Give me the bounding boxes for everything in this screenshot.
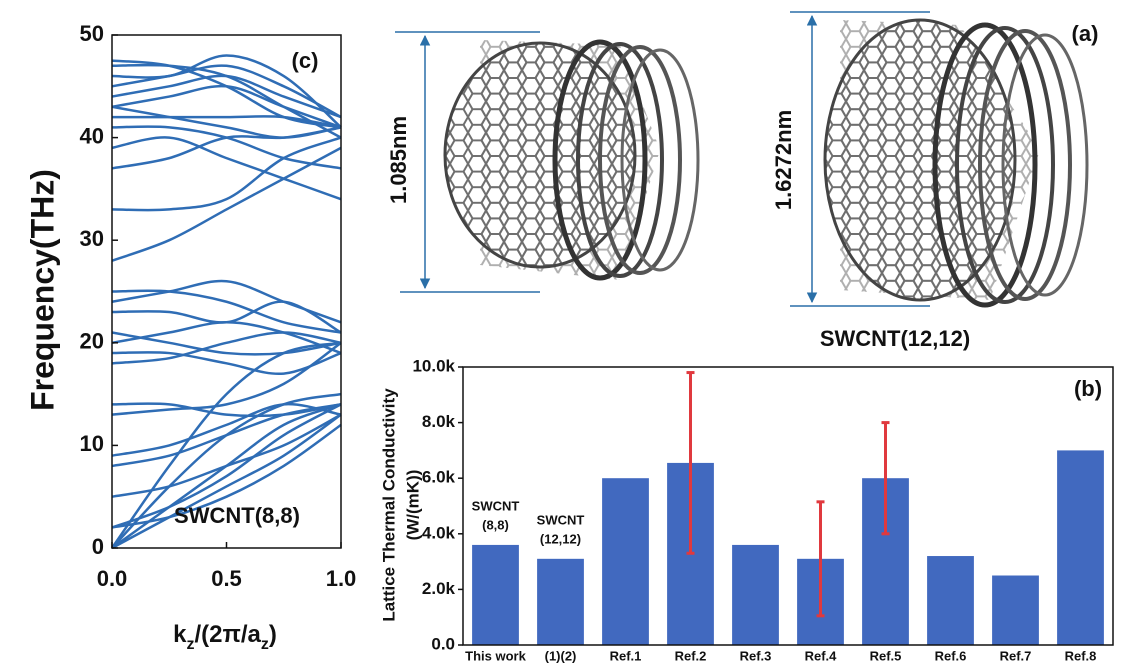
nanotube-right	[825, 20, 1087, 305]
bar-annotation: SWCNT	[537, 512, 585, 527]
bar	[992, 576, 1039, 646]
bar	[602, 478, 649, 645]
y-tick-label: 30	[80, 226, 104, 251]
y-tick-label: 10	[80, 431, 104, 456]
y-tick-label: 4.0k	[422, 523, 456, 542]
diameter-label: 1.085nm	[386, 116, 411, 204]
diameter-label: 1.6272nm	[771, 110, 796, 210]
x-axis-label-part: k	[173, 621, 187, 648]
x-tick-label: Ref.2	[675, 648, 707, 663]
panel-label: (b)	[1074, 376, 1102, 401]
x-tick-label: Ref.8	[1065, 648, 1097, 663]
annotation: SWCNT(8,8)	[174, 503, 300, 528]
bar	[927, 556, 974, 645]
y-tick-label: 10.0k	[412, 356, 455, 375]
y-axis-label: Frequency(THz)	[24, 169, 60, 411]
bar	[1057, 450, 1104, 645]
x-axis-label: kz/(2π/az)	[173, 621, 277, 652]
y-tick-label: 8.0k	[422, 412, 456, 431]
y-tick-label: 0	[92, 534, 104, 559]
x-tick-label: (1)(2)	[545, 648, 577, 663]
bar-annotation: SWCNT	[472, 498, 520, 513]
bar	[537, 559, 584, 645]
dispersion-curve	[112, 352, 341, 374]
page: 1.085nm 1.6272nm SWCNT(12,12) (a) 010203…	[0, 0, 1143, 665]
x-tick-label: Ref.7	[1000, 648, 1032, 663]
x-tick-label: This work	[465, 648, 526, 663]
dispersion-curve	[112, 138, 341, 211]
dispersion-curve	[112, 148, 341, 261]
y-tick-label: 2.0k	[422, 579, 456, 598]
x-axis-label-part: z	[186, 636, 194, 653]
dispersion-curve	[112, 415, 341, 497]
dispersion-curve	[112, 76, 341, 117]
y-tick-label: 40	[80, 123, 104, 148]
y-tick-label: 6.0k	[422, 468, 456, 487]
x-tick-label: Ref.6	[935, 648, 967, 663]
figure: 1.085nm 1.6272nm SWCNT(12,12) (a) 010203…	[0, 0, 1143, 665]
bar-annotation: (12,12)	[540, 531, 581, 546]
dispersion-curve	[112, 137, 341, 199]
nanotube-left	[445, 40, 698, 280]
bar	[472, 545, 519, 645]
x-tick-label: 0.0	[97, 566, 128, 591]
y-axis-label: Lattice Thermal Conductivity	[379, 388, 398, 622]
x-tick-label: Ref.5	[870, 648, 902, 663]
tube-name: SWCNT(12,12)	[820, 326, 970, 351]
panel-label: (c)	[292, 48, 319, 73]
x-tick-label: Ref.1	[610, 648, 642, 663]
x-axis-label-part: z	[261, 636, 269, 653]
x-tick-label: 1.0	[326, 566, 357, 591]
y-axis-label: (W/(mK))	[403, 470, 422, 541]
bar	[732, 545, 779, 645]
x-axis-label-part: /(2π/a	[194, 621, 261, 648]
bar-annotation: (8,8)	[482, 517, 509, 532]
y-tick-label: 20	[80, 329, 104, 354]
x-axis-label-part: )	[269, 621, 277, 648]
x-tick-label: Ref.4	[805, 648, 838, 663]
y-tick-label: 0.0	[431, 634, 455, 653]
y-tick-label: 50	[80, 21, 104, 46]
panel-label: (a)	[1072, 21, 1099, 46]
x-tick-label: 0.5	[211, 566, 242, 591]
x-tick-label: Ref.3	[740, 648, 772, 663]
